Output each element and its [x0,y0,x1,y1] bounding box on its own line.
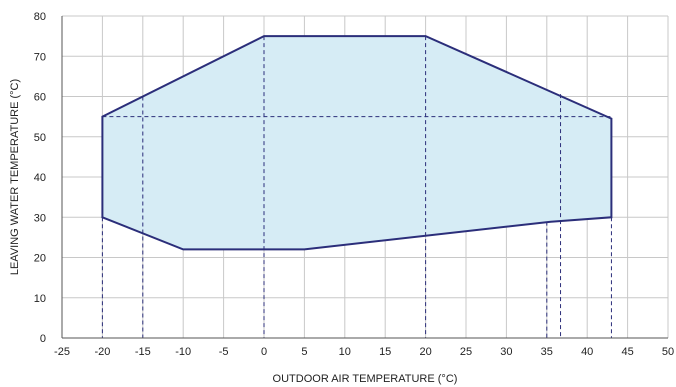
x-tick-label-9: 20 [419,346,431,358]
x-tick-label-4: -5 [219,346,229,358]
envelope-area [101,35,613,251]
y-tick-label-7: 70 [34,51,46,63]
x-tick-label-14: 45 [621,346,633,358]
envelope-series-0 [101,35,613,251]
x-tick-label-13: 40 [581,346,593,358]
y-tick-label-8: 80 [34,11,46,23]
axes [61,16,668,339]
x-tick-label-1: -20 [94,346,110,358]
x-tick-label-3: -10 [175,346,191,358]
x-tick-label-11: 30 [500,346,512,358]
y-tick-labels: 0 10 20 30 40 50 60 70 80 [34,11,46,345]
y-tick-label-3: 30 [34,212,46,224]
x-tick-label-10: 25 [460,346,472,358]
y-tick-label-1: 10 [34,293,46,305]
x-axis-title: OUTDOOR AIR TEMPERATURE (°C) [273,373,458,385]
x-tick-label-12: 35 [541,346,553,358]
x-tick-label-2: -15 [135,346,151,358]
x-tick-labels: -25 -20 -15 -10 -5 0 5 10 15 20 25 30 35 40 45 50 [54,346,674,358]
x-tick-label-8: 15 [379,346,391,358]
x-tick-label-15: 50 [662,346,674,358]
y-tick-label-2: 20 [34,253,46,265]
reference-lines [101,36,612,338]
y-tick-label-0: 0 [40,333,46,345]
x-tick-label-6: 5 [301,346,307,358]
y-tick-label-5: 50 [34,132,46,144]
y-tick-label-6: 60 [34,92,46,104]
x-tick-label-0: -25 [54,346,70,358]
y-tick-label-4: 40 [34,172,46,184]
x-tick-label-5: 0 [261,346,267,358]
y-axis-title: LEAVING WATER TEMPERATURE (°C) [9,79,21,275]
x-tick-label-7: 10 [339,346,351,358]
